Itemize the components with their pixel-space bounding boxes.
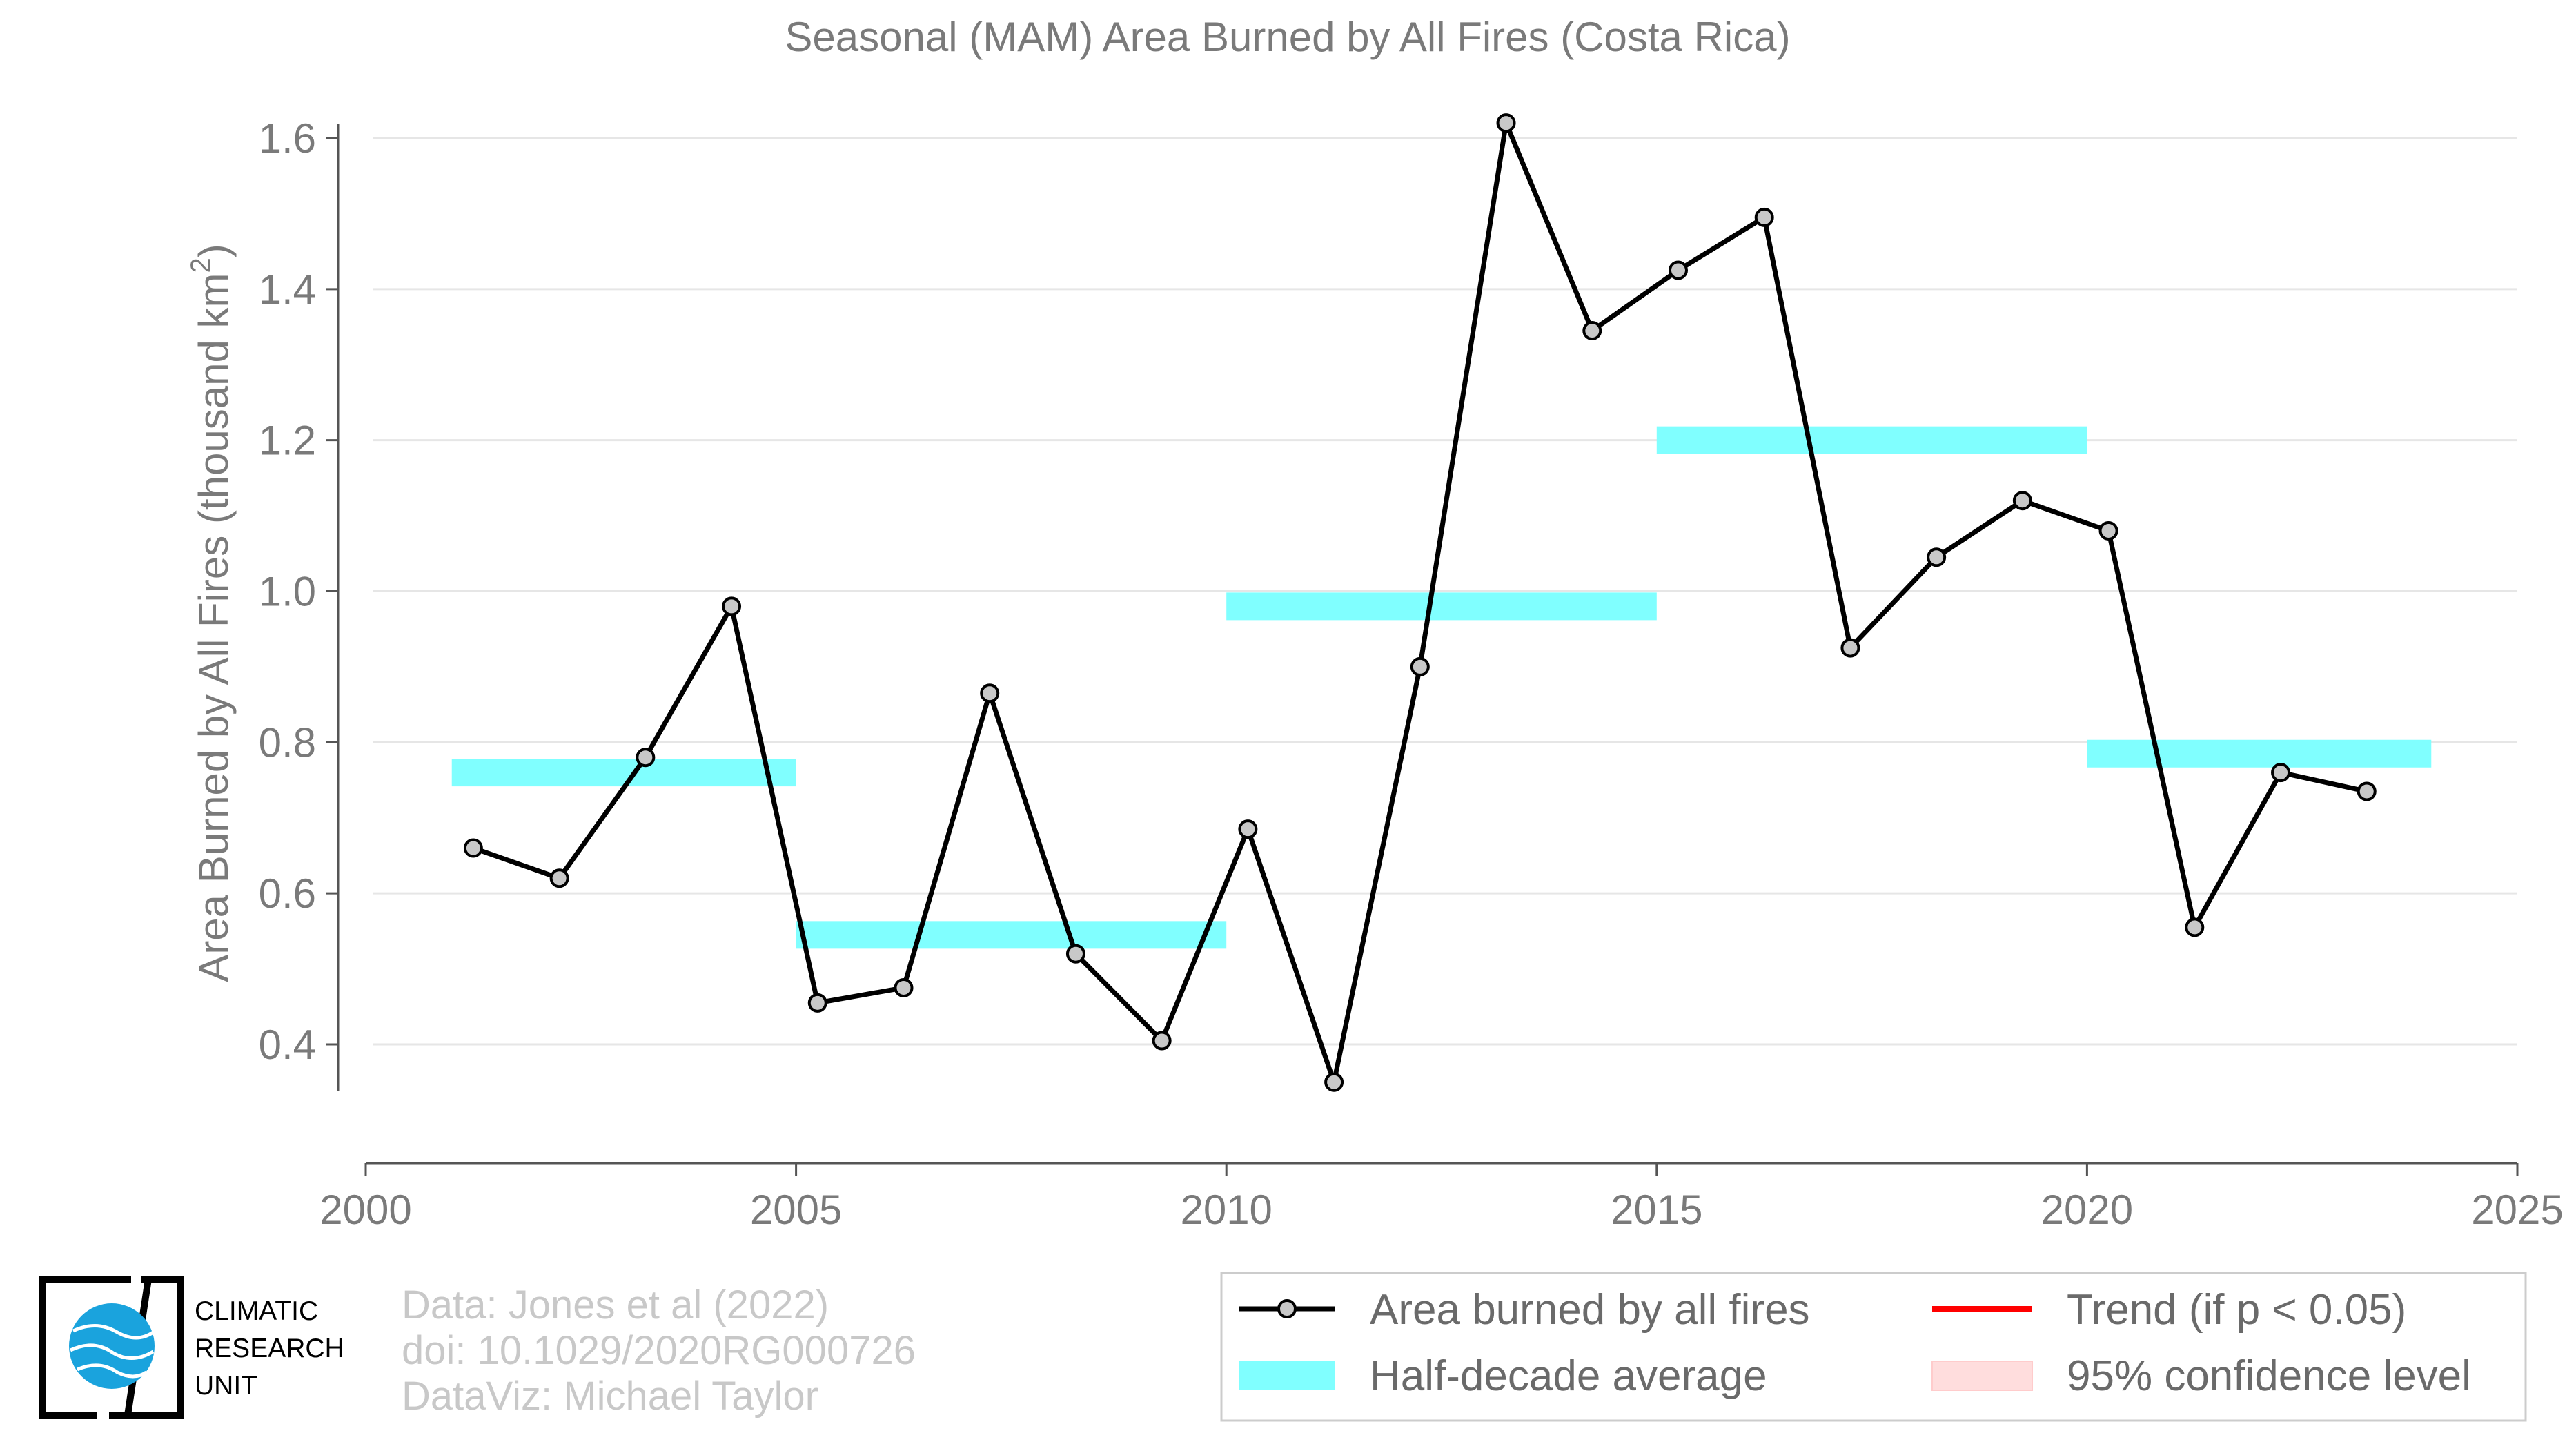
cru-logo: CLIMATIC RESEARCH UNIT bbox=[39, 1276, 344, 1419]
half-decade-band bbox=[451, 759, 796, 787]
x-tick-label: 2025 bbox=[2471, 1187, 2563, 1233]
data-point bbox=[463, 838, 483, 858]
data-point bbox=[1754, 207, 1774, 227]
x-tick-label: 2000 bbox=[319, 1187, 411, 1233]
y-axis-label: Area Burned by All Fires (thousand km2) bbox=[186, 244, 237, 982]
data-point bbox=[1496, 113, 1516, 133]
data-point bbox=[722, 596, 742, 616]
data-point bbox=[894, 977, 914, 997]
cru-logo-line3: UNIT bbox=[195, 1371, 257, 1401]
data-point bbox=[1410, 656, 1430, 676]
half-decade-bands bbox=[451, 426, 2432, 949]
half-decade-band bbox=[796, 921, 1227, 949]
cru-logo-line1: CLIMATIC bbox=[195, 1296, 318, 1326]
data-point bbox=[1668, 260, 1688, 280]
y-axis-label-main: Area Burned by All Fires (thousand km bbox=[190, 273, 237, 982]
data-point bbox=[1927, 547, 1947, 567]
y-tick-label: 1.2 bbox=[259, 418, 316, 464]
legend-swatch-half-decade bbox=[1239, 1361, 1335, 1390]
y-tick-label: 0.6 bbox=[259, 870, 316, 917]
data-point bbox=[2098, 520, 2118, 541]
credit-doi: doi: 10.1029/2020RG000726 bbox=[402, 1328, 916, 1373]
x-tick-label: 2005 bbox=[750, 1187, 842, 1233]
grid-lines bbox=[373, 137, 2517, 1046]
data-point bbox=[980, 683, 1000, 703]
axes: 0.4 0.6 0.8 1.0 1.2 1.4 1.6 2000 2005 2010 2015 202… bbox=[259, 115, 2564, 1233]
half-decade-band bbox=[2087, 739, 2432, 768]
legend-label-half-decade: Half-decade average bbox=[1370, 1352, 1767, 1400]
data-point bbox=[1324, 1072, 1344, 1092]
y-axis-label-superscript: 2 bbox=[186, 257, 216, 273]
legend-frame bbox=[1220, 1272, 2527, 1422]
legend: Area burned by all fires Trend (if p < 0… bbox=[1220, 1272, 2527, 1422]
data-point bbox=[1238, 819, 1258, 839]
y-tick-label: 0.4 bbox=[259, 1022, 316, 1068]
data-point bbox=[549, 868, 569, 888]
data-point bbox=[2271, 763, 2291, 783]
x-tick-label: 2010 bbox=[1180, 1187, 1272, 1233]
data-point bbox=[2185, 917, 2205, 937]
y-axis-label-suffix: ) bbox=[190, 244, 237, 257]
credits: Data: Jones et al (2022) doi: 10.1029/20… bbox=[402, 1283, 916, 1419]
half-decade-band bbox=[1226, 592, 1657, 621]
data-point bbox=[1840, 638, 1860, 658]
x-tick-label: 2015 bbox=[1611, 1187, 1702, 1233]
cru-logo-line2: RESEARCH bbox=[195, 1334, 344, 1363]
data-point bbox=[2357, 781, 2377, 801]
data-point bbox=[1152, 1031, 1172, 1051]
chart-title: Seasonal (MAM) Area Burned by All Fires … bbox=[785, 14, 1790, 60]
data-point bbox=[807, 993, 827, 1013]
y-tick-label: 1.4 bbox=[259, 266, 316, 313]
legend-swatch-confidence bbox=[1931, 1361, 2033, 1391]
half-decade-band bbox=[1656, 426, 2087, 454]
credit-dataviz: DataViz: Michael Taylor bbox=[402, 1374, 818, 1419]
data-point bbox=[1065, 944, 1085, 964]
series-layer bbox=[463, 113, 2377, 1092]
data-point bbox=[2012, 491, 2032, 511]
legend-label-trend: Trend (if p < 0.05) bbox=[2067, 1286, 2406, 1334]
x-tick-label: 2020 bbox=[2041, 1187, 2133, 1233]
data-point bbox=[1582, 321, 1602, 341]
y-tick-label: 1.6 bbox=[259, 115, 316, 162]
legend-label-area-burned: Area burned by all fires bbox=[1370, 1286, 1810, 1334]
credit-data-source: Data: Jones et al (2022) bbox=[402, 1283, 829, 1327]
data-point bbox=[636, 748, 656, 768]
y-tick-label: 0.8 bbox=[259, 719, 316, 766]
cru-logo-emblem bbox=[39, 1276, 184, 1419]
y-tick-label: 1.0 bbox=[259, 569, 316, 615]
legend-marker-area-burned bbox=[1277, 1299, 1297, 1318]
legend-label-confidence: 95% confidence level bbox=[2067, 1352, 2471, 1400]
